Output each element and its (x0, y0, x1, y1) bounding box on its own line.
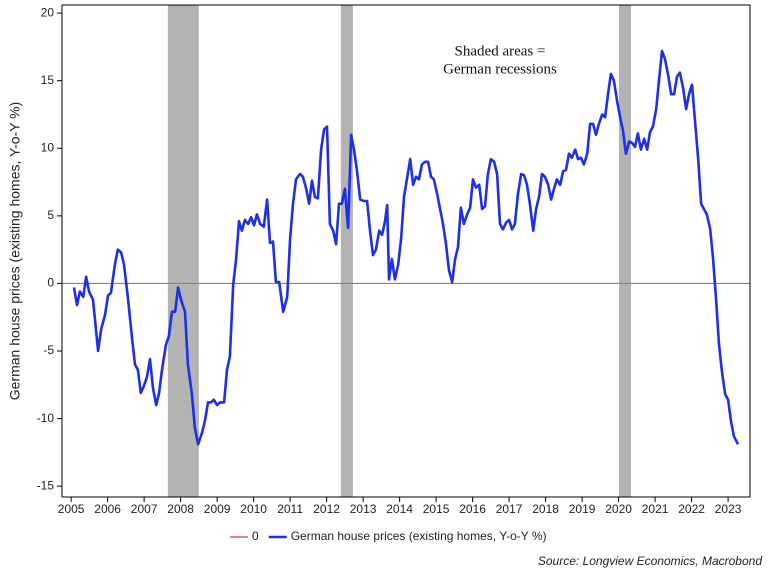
annotation: German recessions (443, 61, 557, 77)
x-tick-label: 2010 (240, 502, 267, 516)
recession-band (340, 5, 353, 497)
source: Source: Longview Economics, Macrobond (538, 554, 762, 568)
y-tick-label: 15 (41, 73, 55, 87)
x-tick-label: 2020 (605, 502, 632, 516)
y-tick-label: -5 (43, 343, 54, 357)
y-tick-label: 20 (41, 5, 55, 19)
y-tick-label: 5 (47, 208, 54, 222)
legend-label: German house prices (existing homes, Y-o… (291, 529, 547, 543)
x-tick-label: 2006 (94, 502, 121, 516)
legend-label: 0 (252, 529, 259, 543)
recession-band (618, 5, 632, 497)
x-tick-label: 2018 (532, 502, 559, 516)
y-tick-label: 0 (47, 276, 54, 290)
y-tick-label: -15 (37, 478, 55, 492)
x-tick-label: 2011 (277, 502, 303, 516)
x-tick-label: 2008 (167, 502, 194, 516)
plot-frame (61, 4, 751, 498)
x-tick-label: 2022 (678, 502, 705, 516)
data-line (72, 49, 740, 446)
x-tick-label: 2012 (313, 502, 340, 516)
x-tick-label: 2015 (423, 502, 450, 516)
x-tick-label: 2014 (386, 502, 413, 516)
y-tick-label: -10 (37, 411, 55, 425)
x-tick-label: 2023 (715, 502, 742, 516)
y-axis-label: German house prices (existing homes, Y-o… (7, 102, 23, 401)
x-tick-label: 2021 (642, 502, 669, 516)
x-tick-label: 2007 (131, 502, 158, 516)
x-tick-label: 2013 (350, 502, 377, 516)
x-tick-label: 2016 (459, 502, 486, 516)
x-tick-label: 2005 (58, 502, 85, 516)
y-tick-label: 10 (41, 140, 55, 154)
annotation: Shaded areas = (455, 43, 546, 59)
x-tick-label: 2017 (496, 502, 523, 516)
x-tick-label: 2009 (204, 502, 231, 516)
x-tick-label: 2019 (569, 502, 596, 516)
